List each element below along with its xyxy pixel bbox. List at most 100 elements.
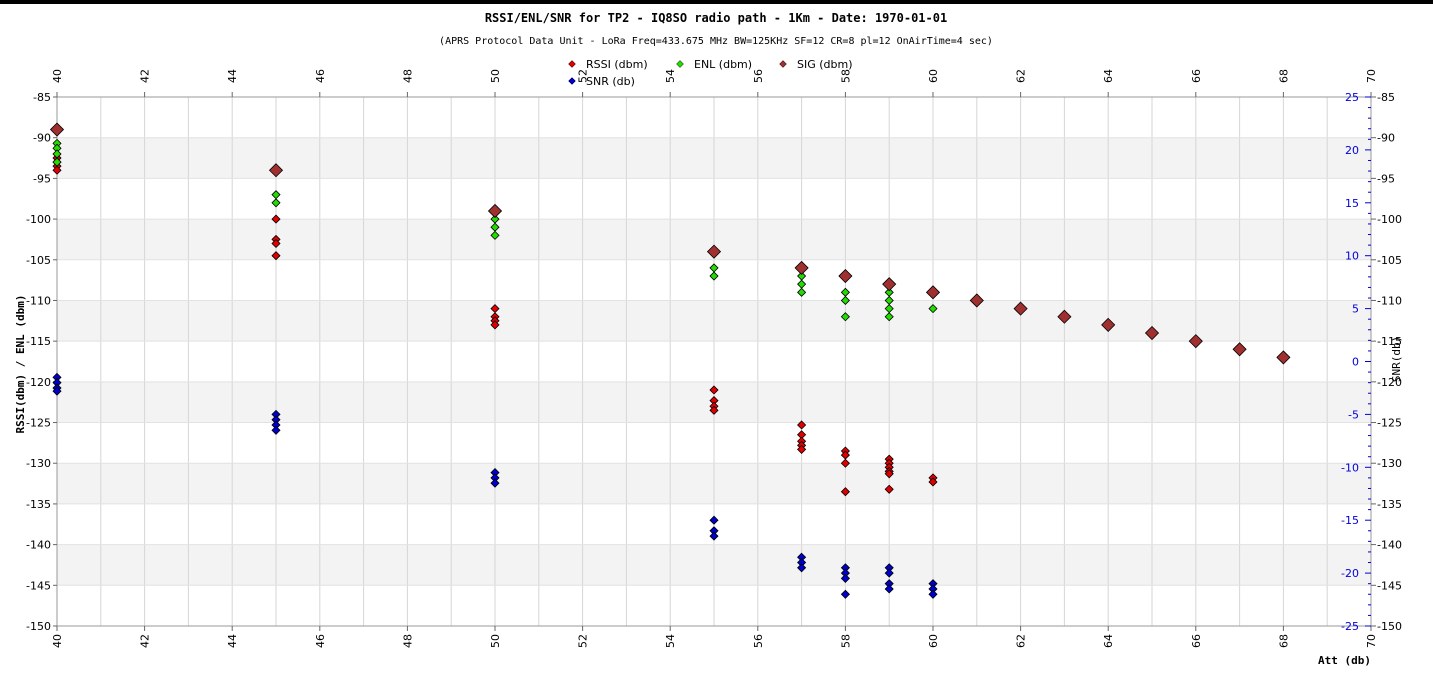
data-point [838,268,853,284]
y-tick-label: -95 [33,172,51,185]
data-point [706,244,722,259]
data-point [709,531,719,541]
data-point [840,487,850,497]
data-point [969,293,984,308]
legend: RSSI (dbm) ENL (dbm) SIG (dbm) SNR (db) [568,58,853,88]
x-tick-label-top: 68 [1277,69,1290,83]
data-point [52,165,62,175]
snr-tick-label: -20 [1341,567,1359,580]
x-tick-label-top: 42 [139,69,152,83]
y-tick-label: -110 [26,294,51,307]
data-point [1101,317,1116,332]
data-point [928,304,938,314]
x-axis-label: Att (db) [1318,654,1371,667]
data-point [271,190,281,200]
x-tick-label-top: 58 [839,69,852,83]
data-point [797,287,807,297]
data-point [840,287,850,297]
y-tick-label: -90 [33,132,51,145]
legend-marker [779,60,787,68]
x-tick-label-top: 40 [51,69,64,83]
snr-tick-label: -10 [1341,461,1359,474]
y-tick-label: -125 [26,417,51,430]
far-tick-label: -130 [1377,457,1402,470]
far-tick-label: -110 [1377,294,1402,307]
y-axis-left: -85 -90 -95 -100 -105 -110 -115 -120 -125 -130 -13… [26,91,57,633]
x-tick-label: 50 [489,634,502,648]
data-point [928,589,938,599]
data-point [794,260,809,275]
y-axis-far-right: -85 -90 -95 -100 -105 -110 -115 -120 -125 -130 -13… [1365,91,1402,633]
scatter-chart: 40 42 44 46 48 50 52 54 56 58 60 62 64 66 68 70 40 42 44 4… [14,11,1403,667]
x-tick-label-top: 46 [314,69,327,83]
y-tick-label: -135 [26,498,51,511]
data-point [797,444,807,454]
data-point [884,312,894,322]
data-point [52,157,62,167]
data-point [797,563,807,573]
data-point [49,122,65,137]
data-point [271,238,281,249]
y-tick-label: -120 [26,376,51,389]
x-tick-label: 54 [664,634,677,648]
snr-tick-label: -25 [1341,620,1359,633]
legend-marker [568,77,576,85]
data-point [1276,350,1291,365]
x-tick-label: 64 [1102,634,1115,648]
far-tick-label: -150 [1377,620,1402,633]
chart-title: RSSI/ENL/SNR for TP2 - IQ8SO radio path … [485,11,947,25]
y-tick-label: -145 [26,579,51,592]
snr-tick-label: 5 [1352,303,1359,316]
data-point [1188,334,1203,349]
x-tick-label-top: 52 [577,69,590,83]
snr-tick-label: 10 [1345,250,1359,263]
snr-tick-label: 20 [1345,144,1359,157]
data-point [1057,309,1072,324]
data-point [884,584,894,594]
data-point [709,271,719,281]
data-point [490,230,500,240]
data-point [797,420,807,430]
x-tick-label: 52 [577,634,590,648]
y-tick-label: -130 [26,457,51,470]
x-tick-label: 48 [401,634,414,648]
x-tick-label: 70 [1365,634,1378,648]
x-tick-label: 44 [226,634,239,648]
x-tick-label: 40 [51,634,64,648]
x-axis-top: 40 42 44 46 48 50 52 54 56 58 60 62 64 66 68 70 [51,69,1378,97]
x-tick-label: 68 [1277,634,1290,648]
data-point [271,425,281,435]
legend-label: RSSI (dbm) [586,58,648,71]
data-point [884,568,894,578]
data-point [271,214,281,224]
x-axis-bottom: 40 42 44 46 48 50 52 54 56 58 60 62 64 66 68 70 [51,626,1378,648]
far-tick-label: -90 [1377,132,1395,145]
y-tick-label: -85 [33,91,51,104]
y-axis-left-label: RSSI(dbm) / ENL (dbm) [14,294,27,433]
far-tick-label: -105 [1377,254,1402,267]
y-tick-label: -140 [26,539,51,552]
far-tick-label: -120 [1377,376,1402,389]
x-tick-label: 66 [1190,634,1203,648]
y-tick-label: -105 [26,254,51,267]
data-points [49,122,1291,599]
data-point [709,515,719,525]
chart-subtitle: (APRS Protocol Data Unit - LoRa Freq=433… [439,36,993,47]
x-tick-label-top: 54 [664,69,677,83]
x-tick-label-top: 50 [489,69,502,83]
x-tick-label-top: 44 [226,69,239,83]
far-tick-label: -135 [1377,498,1402,511]
snr-tick-label: -15 [1341,514,1359,527]
data-point [271,198,281,208]
legend-label: ENL (dbm) [694,58,752,71]
data-point [797,279,807,289]
legend-marker [568,60,576,68]
data-point [840,458,850,468]
data-point [840,312,850,322]
data-point [709,263,719,273]
x-tick-label: 42 [139,634,152,648]
data-point [884,484,894,494]
far-tick-label: -100 [1377,213,1402,226]
legend-label: SIG (dbm) [797,58,853,71]
